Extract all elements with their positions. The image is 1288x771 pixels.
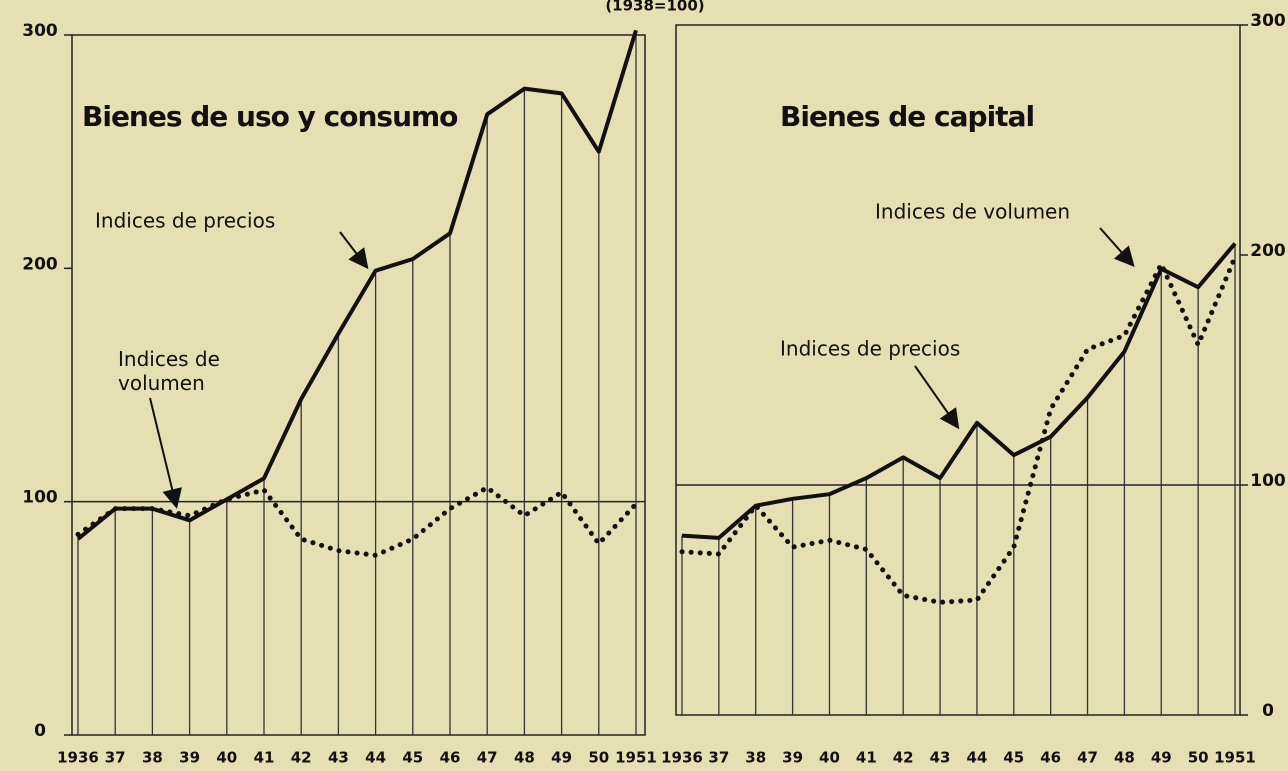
- series-label: Indices de volumen: [875, 200, 1070, 224]
- y-tick-label: 300: [22, 21, 58, 41]
- x-tick-label: 41: [254, 749, 275, 767]
- chart-subtitle: (1938=100): [605, 0, 704, 15]
- x-tick-label: 42: [893, 749, 914, 767]
- x-tick-label: 1936: [57, 749, 99, 767]
- chart-title: Bienes de capital: [780, 100, 1034, 133]
- annotation-arrow: [339, 231, 369, 270]
- label-line: Indices de: [118, 347, 220, 371]
- x-tick-label: 38: [142, 749, 163, 767]
- chart-title: Bienes de uso y consumo: [82, 100, 458, 133]
- series-line: [75, 485, 639, 558]
- x-tick-label: 47: [1077, 749, 1098, 767]
- x-tick-label: 1936: [661, 749, 703, 767]
- y-tick-label: 200: [1250, 241, 1286, 261]
- x-tick-label: 45: [1003, 749, 1024, 767]
- series-line: [76, 29, 638, 541]
- x-tick-label: 38: [745, 749, 766, 767]
- x-tick-label: 44: [966, 749, 987, 767]
- annotation-arrow: [914, 365, 960, 430]
- x-tick-label: 1951: [615, 749, 657, 767]
- y-tick-label: 0: [1262, 701, 1274, 721]
- x-tick-label: 48: [1114, 749, 1135, 767]
- series-label: Indices de precios: [780, 337, 960, 361]
- x-tick-label: 40: [819, 749, 840, 767]
- x-tick-label: 43: [328, 749, 349, 767]
- plot-frame: [71, 34, 646, 736]
- x-tick-label: 46: [440, 749, 461, 767]
- x-tick-label: 44: [365, 749, 386, 767]
- x-tick-label: 42: [291, 749, 312, 767]
- series-label: Indices de volumen: [118, 347, 220, 395]
- x-tick-label: 50: [588, 749, 609, 767]
- annotation-arrow: [149, 397, 182, 509]
- x-tick-label: 50: [1188, 749, 1209, 767]
- label-line: volumen: [118, 371, 205, 395]
- x-tick-label: 41: [856, 749, 877, 767]
- x-tick-label: 48: [514, 749, 535, 767]
- series-line: [679, 254, 1238, 605]
- x-tick-label: 47: [477, 749, 498, 767]
- y-tick-label: 300: [1250, 11, 1286, 31]
- plot-frame: [675, 24, 1241, 716]
- x-tick-label: 37: [708, 749, 729, 767]
- x-tick-label: 39: [782, 749, 803, 767]
- y-tick-label: 100: [1250, 471, 1286, 491]
- annotation-arrow: [1099, 227, 1135, 267]
- y-tick-label: 100: [22, 488, 58, 508]
- x-tick-label: 37: [105, 749, 126, 767]
- x-tick-label: 43: [930, 749, 951, 767]
- x-tick-label: 45: [402, 749, 423, 767]
- x-tick-label: 49: [1151, 749, 1172, 767]
- series-label: Indices de precios: [95, 209, 275, 233]
- series-line: [681, 242, 1237, 540]
- x-tick-label: 40: [216, 749, 237, 767]
- x-tick-label: 46: [1040, 749, 1061, 767]
- x-tick-label: 39: [179, 749, 200, 767]
- y-tick-label: 200: [22, 254, 58, 274]
- x-tick-label: 49: [551, 749, 572, 767]
- y-tick-label: 0: [34, 721, 46, 741]
- x-tick-label: 1951: [1214, 749, 1256, 767]
